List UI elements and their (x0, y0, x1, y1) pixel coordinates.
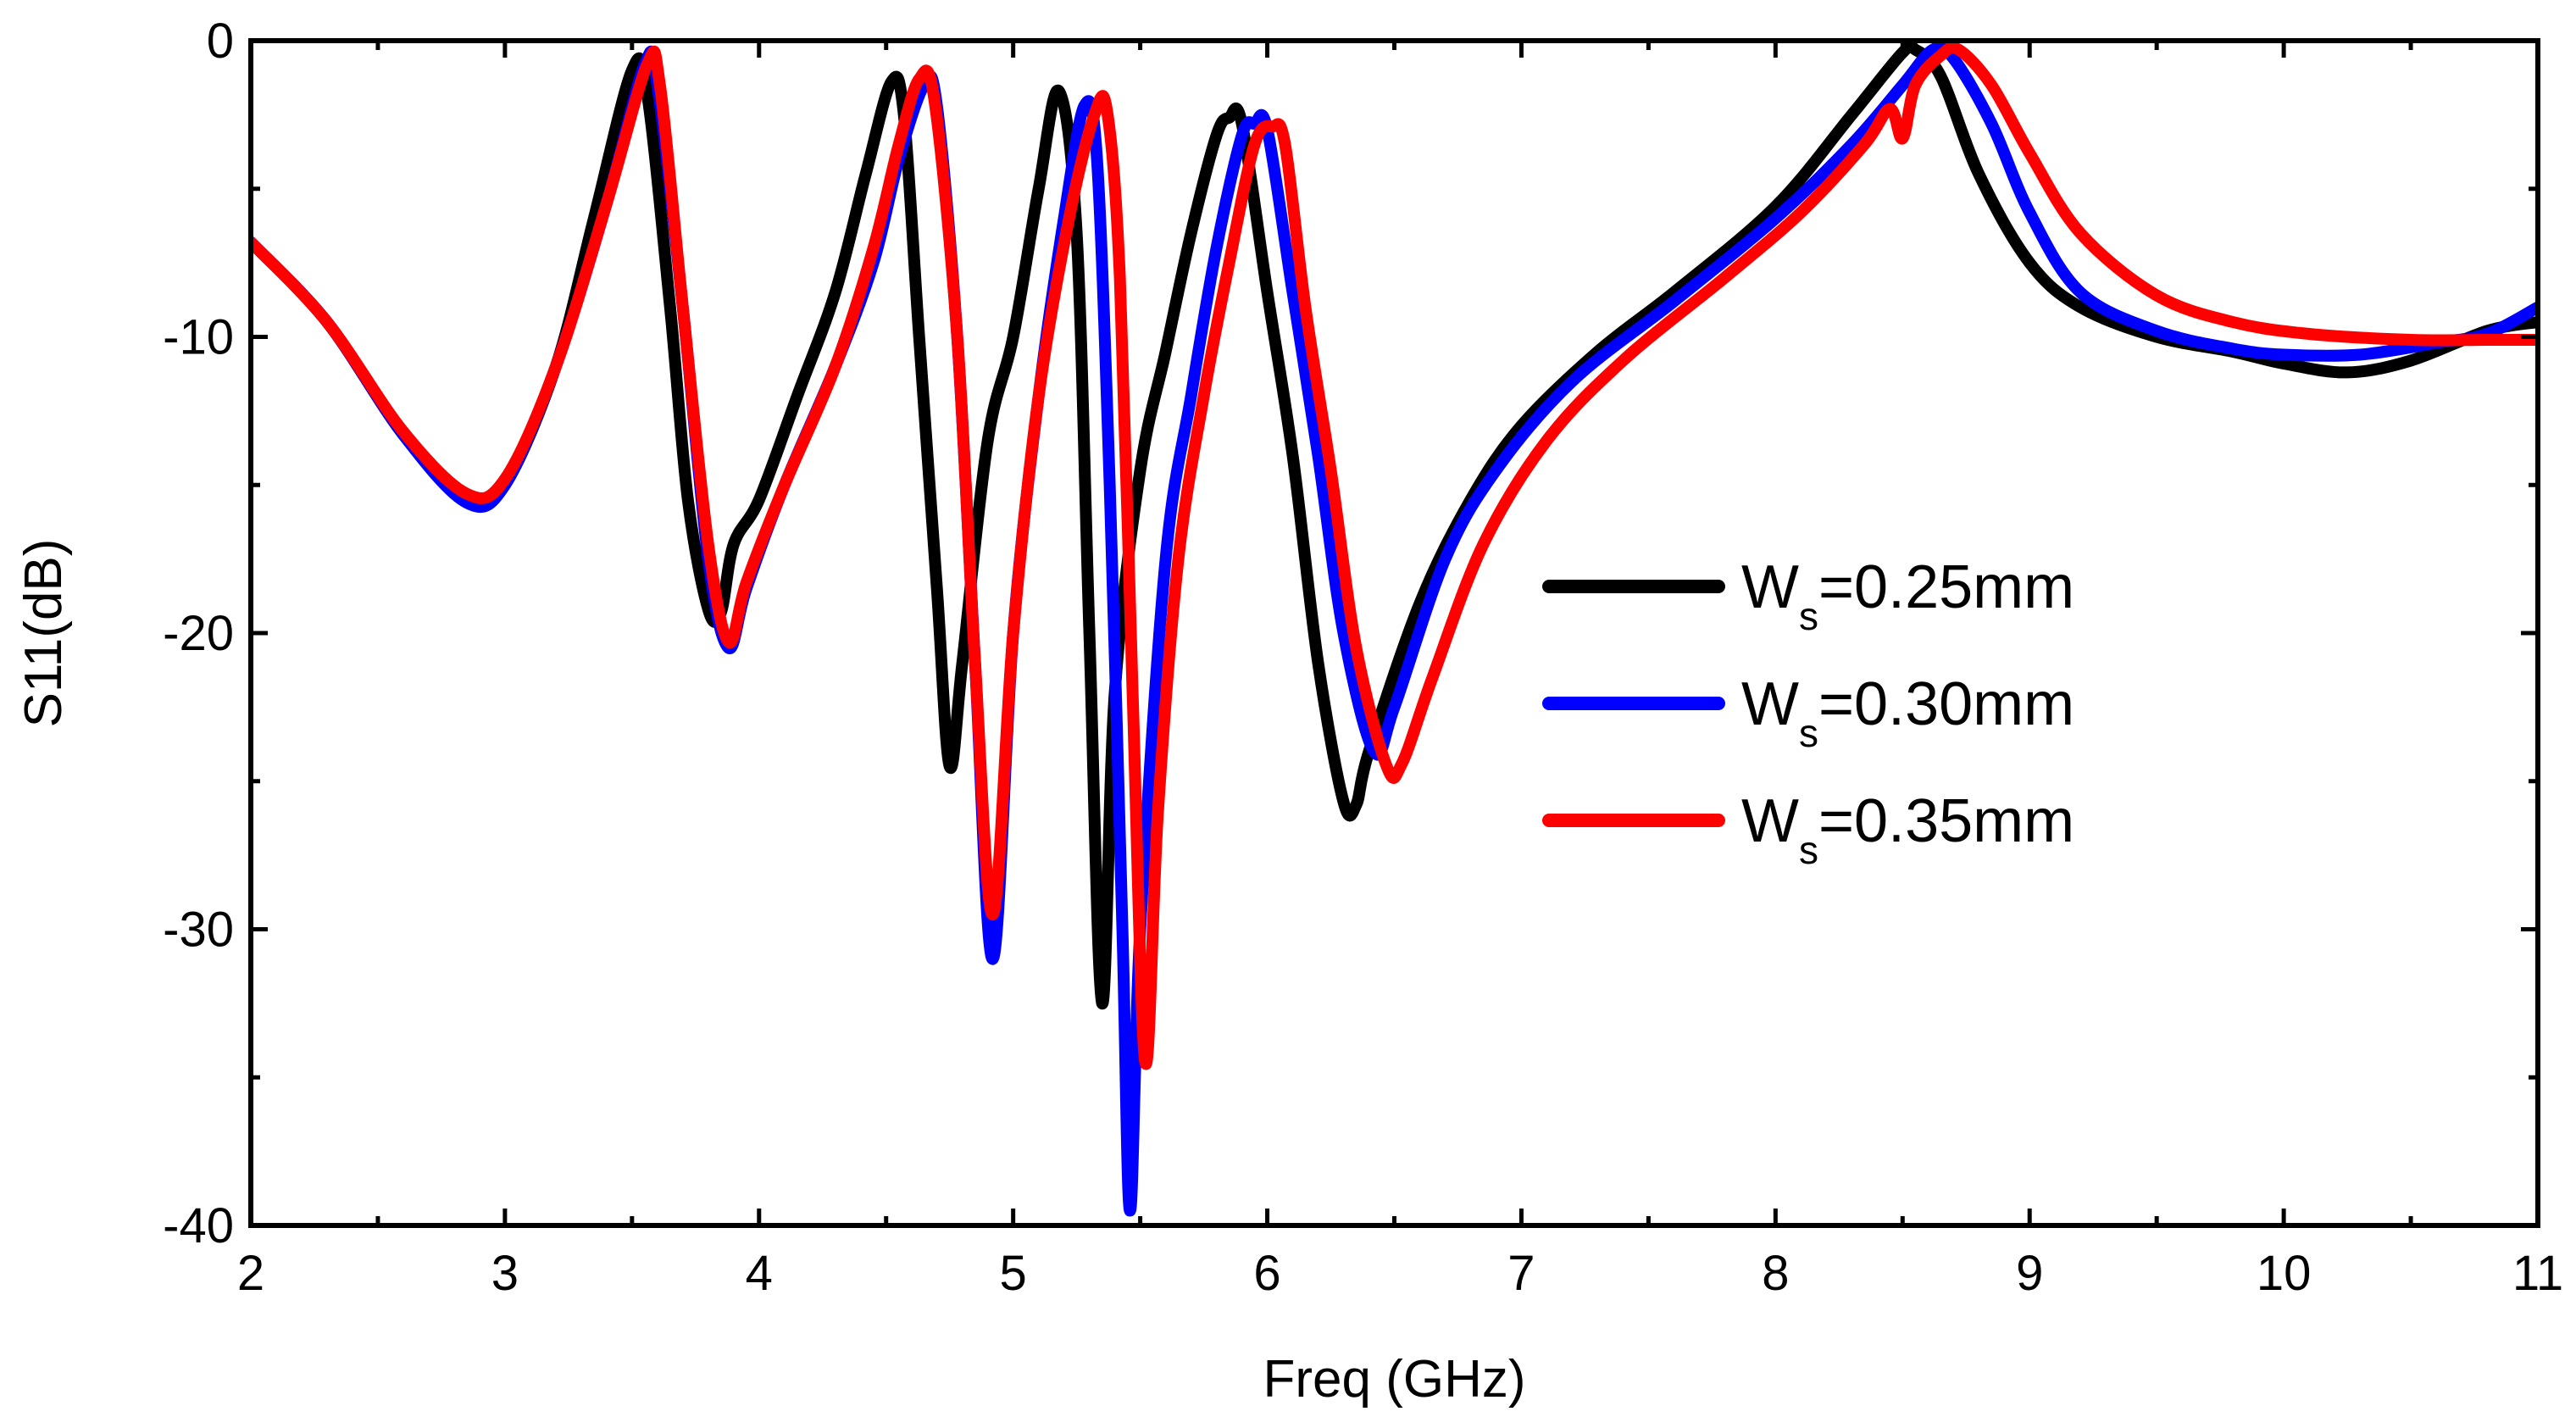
legend-label-2: Ws=0.30mm (1741, 670, 2074, 755)
series-line-3 (251, 42, 2538, 1070)
legend-label-main: W (1741, 670, 1799, 738)
x-tick-label: 11 (2512, 1246, 2563, 1301)
x-tick-label: 10 (2257, 1246, 2312, 1301)
legend-label-subscript: s (1799, 828, 1818, 872)
x-tick-label: 9 (2016, 1246, 2043, 1301)
y-tick-label: -10 (163, 310, 234, 365)
y-tick-label: 0 (207, 14, 234, 69)
legend-label-main: W (1741, 553, 1799, 621)
x-tick-label: 2 (237, 1246, 264, 1301)
plot-frame (248, 38, 2540, 1228)
legend-label-subscript: s (1799, 594, 1818, 638)
y-tick-label: -30 (163, 903, 234, 958)
x-tick-label: 4 (746, 1246, 773, 1301)
x-tick-label: 6 (1253, 1246, 1280, 1301)
series-line-1 (251, 41, 2538, 1009)
series-layer (251, 41, 2538, 1217)
x-tick-label: 7 (1507, 1246, 1535, 1301)
y-axis-title: S11(dB) (14, 539, 73, 728)
x-axis-title: Freq (GHz) (1263, 1350, 1526, 1409)
legend-label-main: W (1741, 787, 1799, 855)
legend-label-value: =0.35mm (1818, 787, 2074, 855)
x-tick-label: 5 (1000, 1246, 1027, 1301)
x-tick-label: 8 (1762, 1246, 1789, 1301)
legend-label-1: Ws=0.25mm (1741, 553, 2074, 638)
legend-label-3: Ws=0.35mm (1741, 787, 2074, 872)
y-tick-label: -40 (163, 1198, 234, 1253)
tick-labels: 2 3 4 5 6 7 8 9 10 11 0 -10 -20 -30 -40 (163, 14, 2563, 1301)
x-tick-label: 3 (491, 1246, 519, 1301)
legend-label-value: =0.25mm (1818, 553, 2074, 621)
y-tick-label: -20 (163, 606, 234, 661)
legend-label-subscript: s (1799, 711, 1818, 755)
legend-label-value: =0.30mm (1818, 670, 2074, 738)
